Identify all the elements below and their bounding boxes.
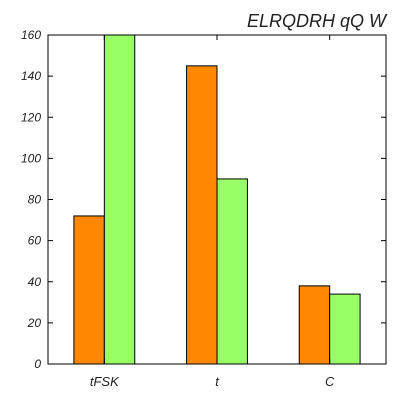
x-category-label: tFSK bbox=[90, 374, 120, 389]
bar-tFSK-series-2 bbox=[103, 34, 136, 365]
bar-t-series-2 bbox=[216, 178, 248, 365]
y-tick-label: 20 bbox=[27, 316, 42, 330]
y-tick-label: 140 bbox=[21, 69, 41, 83]
chart-title: ELRQDRH qQ W bbox=[247, 11, 388, 31]
y-tick-label: 100 bbox=[21, 151, 41, 165]
bars-group bbox=[73, 34, 361, 365]
x-axis: tFSK t C bbox=[90, 35, 335, 389]
bar-t-series-1 bbox=[186, 65, 218, 365]
bar-C-series-2 bbox=[329, 293, 361, 365]
y-tick-label: 0 bbox=[34, 357, 41, 371]
bar-C-series-1 bbox=[298, 285, 331, 365]
y-tick-label: 160 bbox=[21, 28, 41, 42]
y-tick-label: 60 bbox=[28, 234, 42, 248]
y-axis-left: 0 20 40 60 80 100 120 140 160 bbox=[21, 28, 53, 371]
x-category-label: t bbox=[215, 374, 220, 389]
x-category-label: C bbox=[325, 374, 335, 389]
y-tick-label: 120 bbox=[21, 110, 41, 124]
plot-frame bbox=[47, 34, 387, 365]
y-tick-label: 40 bbox=[28, 275, 42, 289]
bar-tFSK-series-1 bbox=[73, 215, 105, 365]
y-axis-right bbox=[381, 34, 386, 365]
y-tick-label: 80 bbox=[28, 193, 42, 207]
